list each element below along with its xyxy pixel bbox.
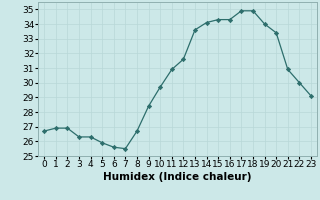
X-axis label: Humidex (Indice chaleur): Humidex (Indice chaleur) [103,172,252,182]
